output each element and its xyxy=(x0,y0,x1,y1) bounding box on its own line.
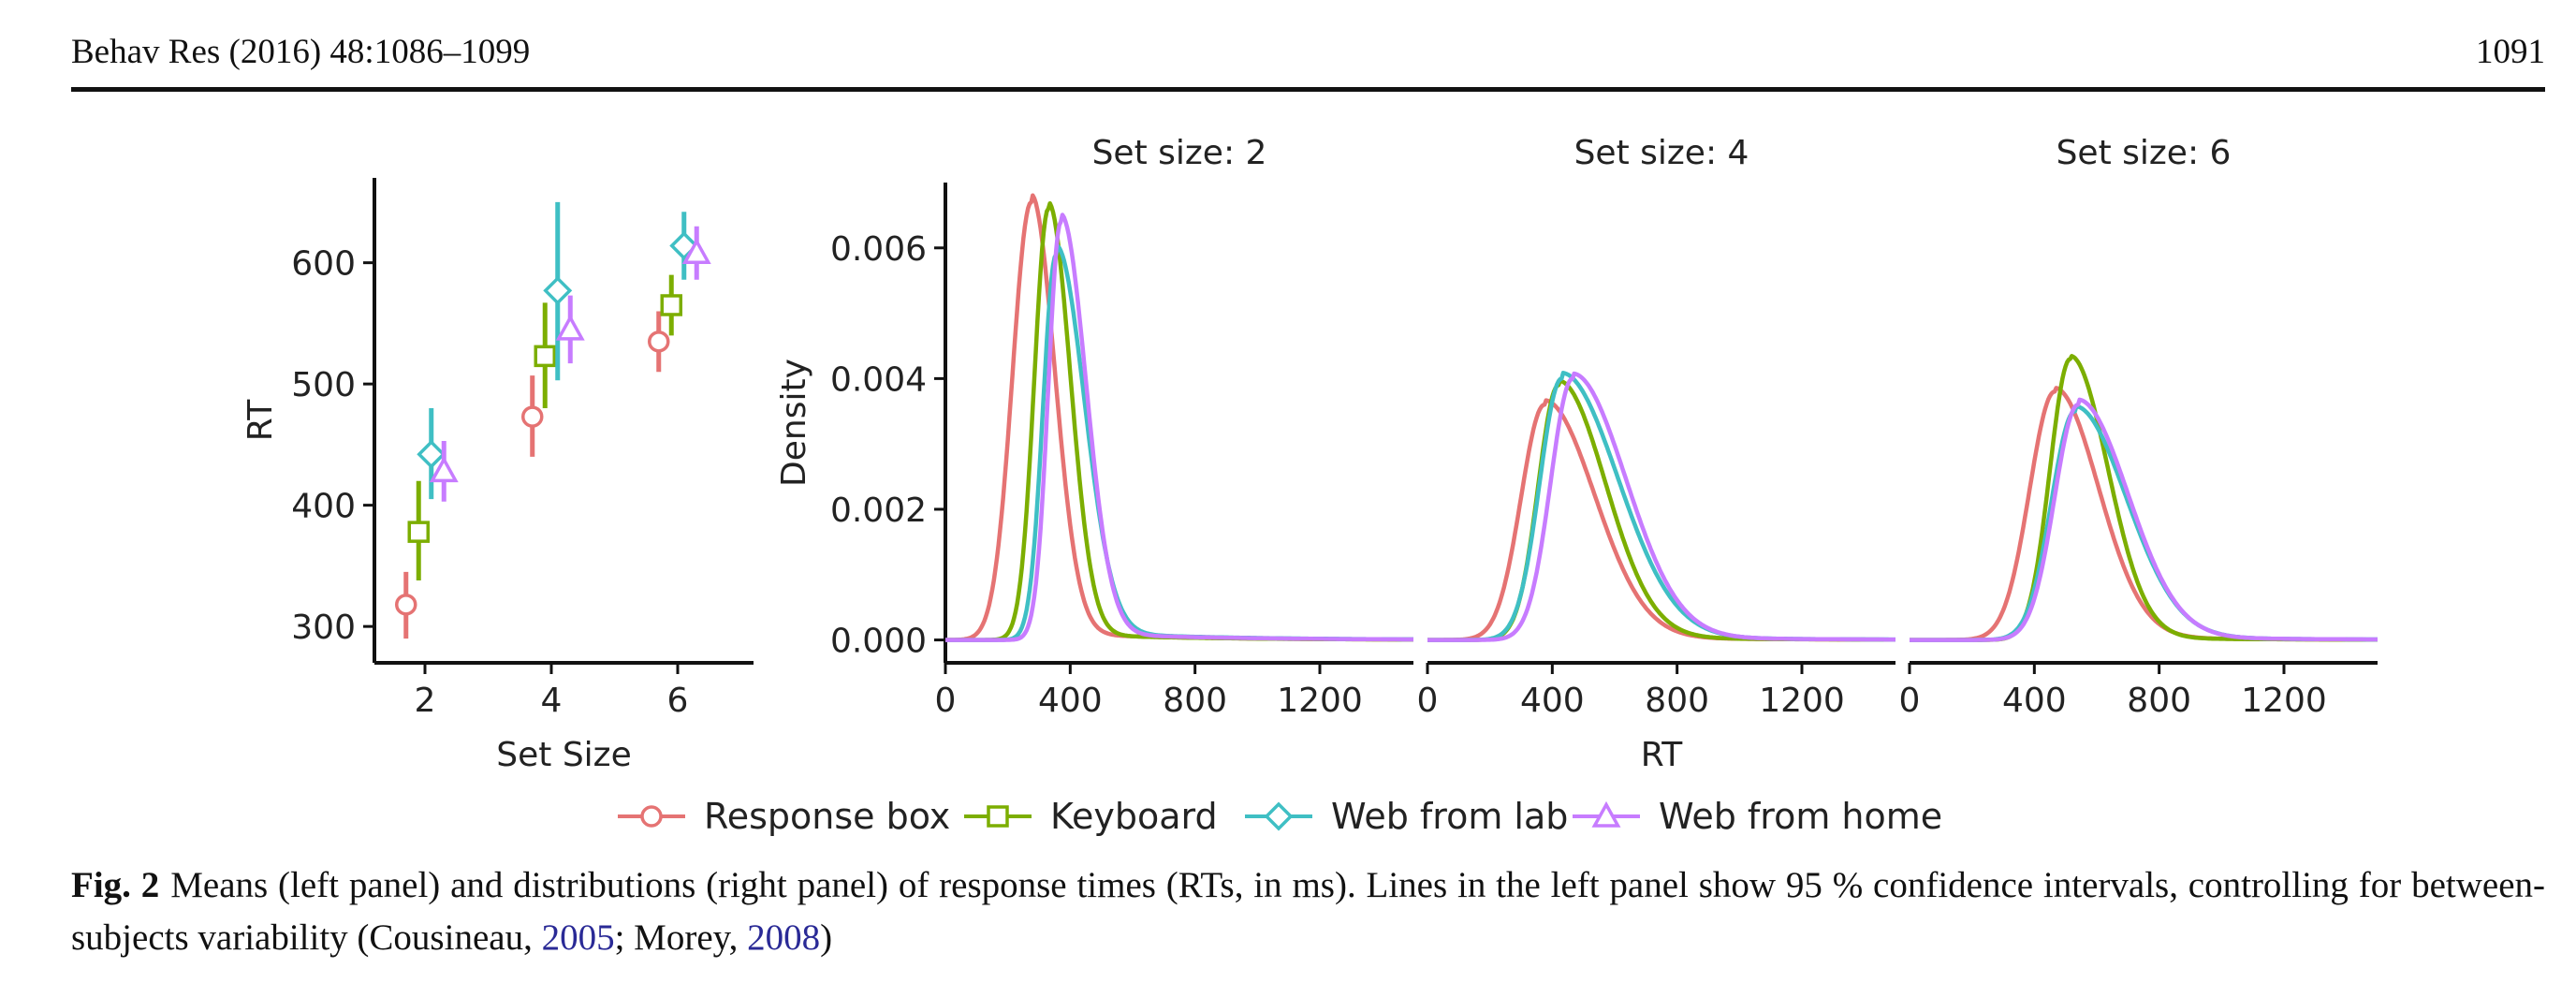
caption-text-a: Means (left panel) and distributions (ri… xyxy=(71,865,2545,958)
density-curve xyxy=(944,213,1414,642)
mean-point xyxy=(555,314,585,341)
facet-x-tick-label: 400 xyxy=(1520,682,1585,720)
header-rule xyxy=(71,87,2545,92)
left-x-axis-label: Set Size xyxy=(496,736,631,774)
running-header-page-number: 1091 xyxy=(2476,33,2545,71)
legend-key-marker xyxy=(987,805,1009,828)
left-x-tick-label: 4 xyxy=(541,682,563,720)
right-y-tick-label: 0.002 xyxy=(830,492,927,530)
density-curve xyxy=(944,193,1414,642)
density-curve xyxy=(1427,398,1896,642)
caption-text-b: ; Morey, xyxy=(614,917,748,958)
right-y-tick-label: 0.006 xyxy=(830,230,927,269)
facet-x-tick-label: 800 xyxy=(1163,682,1227,720)
right-x-axis-label: RT xyxy=(1641,736,1683,774)
means-panel: 300 400 500 600 2 4 6 Set Size RT xyxy=(242,178,754,774)
facet-x-tick-label: 0 xyxy=(1417,682,1439,720)
density-curve xyxy=(944,200,1414,642)
left-x-tick-label: 6 xyxy=(667,682,689,720)
mean-point xyxy=(395,594,417,616)
facet-title: Set size: 2 xyxy=(1092,134,1267,172)
citation-link-cousineau[interactable]: 2005 xyxy=(541,917,615,958)
legend-label: Web from lab xyxy=(1331,796,1568,837)
mean-point xyxy=(534,345,556,368)
facet-x-tick-label: 0 xyxy=(935,682,957,720)
density-curve xyxy=(1909,386,2378,642)
legend-key-marker xyxy=(1264,801,1294,831)
facet-x-tick-label: 1200 xyxy=(1277,682,1363,720)
right-y-tick-label: 0.004 xyxy=(830,360,927,399)
facet-x-tick-label: 400 xyxy=(1038,682,1103,720)
legend-label: Web from home xyxy=(1659,796,1942,837)
citation-link-morey[interactable]: 2008 xyxy=(747,917,821,958)
left-y-tick-label: 600 xyxy=(291,245,356,284)
caption-label: Fig. 2 xyxy=(71,865,160,905)
running-header-journal: Behav Res (2016) 48:1086–1099 xyxy=(71,33,531,71)
facet-x-tick-label: 1200 xyxy=(1759,682,1845,720)
facet-title: Set size: 4 xyxy=(1574,134,1749,172)
mean-point xyxy=(429,456,459,483)
density-curve xyxy=(1427,371,1896,642)
facet-x-tick-label: 800 xyxy=(2127,682,2191,720)
mean-point xyxy=(648,330,670,353)
legend: Response box Keyboard Web from lab Web from… xyxy=(618,796,1942,837)
facet-x-tick-label: 400 xyxy=(2002,682,2067,720)
mean-point xyxy=(417,439,446,469)
facet-x-tick-label: 1200 xyxy=(2241,682,2327,720)
density-curve xyxy=(1909,397,2378,642)
right-y-tick-label: 0.000 xyxy=(830,623,927,661)
facet-title: Set size: 6 xyxy=(2056,134,2232,172)
mean-point xyxy=(407,521,430,543)
right-y-axis-label: Density xyxy=(775,359,813,487)
legend-key-marker xyxy=(1591,800,1621,828)
mean-point xyxy=(521,405,544,428)
left-y-axis-label: RT xyxy=(242,399,280,441)
facet-x-tick-label: 0 xyxy=(1899,682,1921,720)
mean-point xyxy=(660,294,682,316)
legend-label: Response box xyxy=(704,796,950,837)
caption-text-c: ) xyxy=(820,917,833,958)
figure-caption: Fig. 2 Means (left panel) and distributio… xyxy=(71,859,2545,964)
left-x-tick-label: 2 xyxy=(415,682,436,720)
distributions-panel: 0.000 0.002 0.004 0.006 Density Set size: 2 0 4… xyxy=(775,134,2378,774)
mean-point xyxy=(681,238,711,265)
legend-key-marker xyxy=(640,805,663,828)
mean-point xyxy=(543,275,573,305)
legend-label: Keyboard xyxy=(1050,796,1218,837)
density-curve xyxy=(1909,354,2378,642)
left-y-tick-label: 400 xyxy=(291,488,356,526)
density-curve xyxy=(1427,378,1896,642)
density-curve xyxy=(1427,371,1896,642)
left-y-tick-label: 500 xyxy=(291,366,356,404)
facet-x-tick-label: 800 xyxy=(1645,682,1709,720)
left-y-tick-label: 300 xyxy=(291,609,356,647)
